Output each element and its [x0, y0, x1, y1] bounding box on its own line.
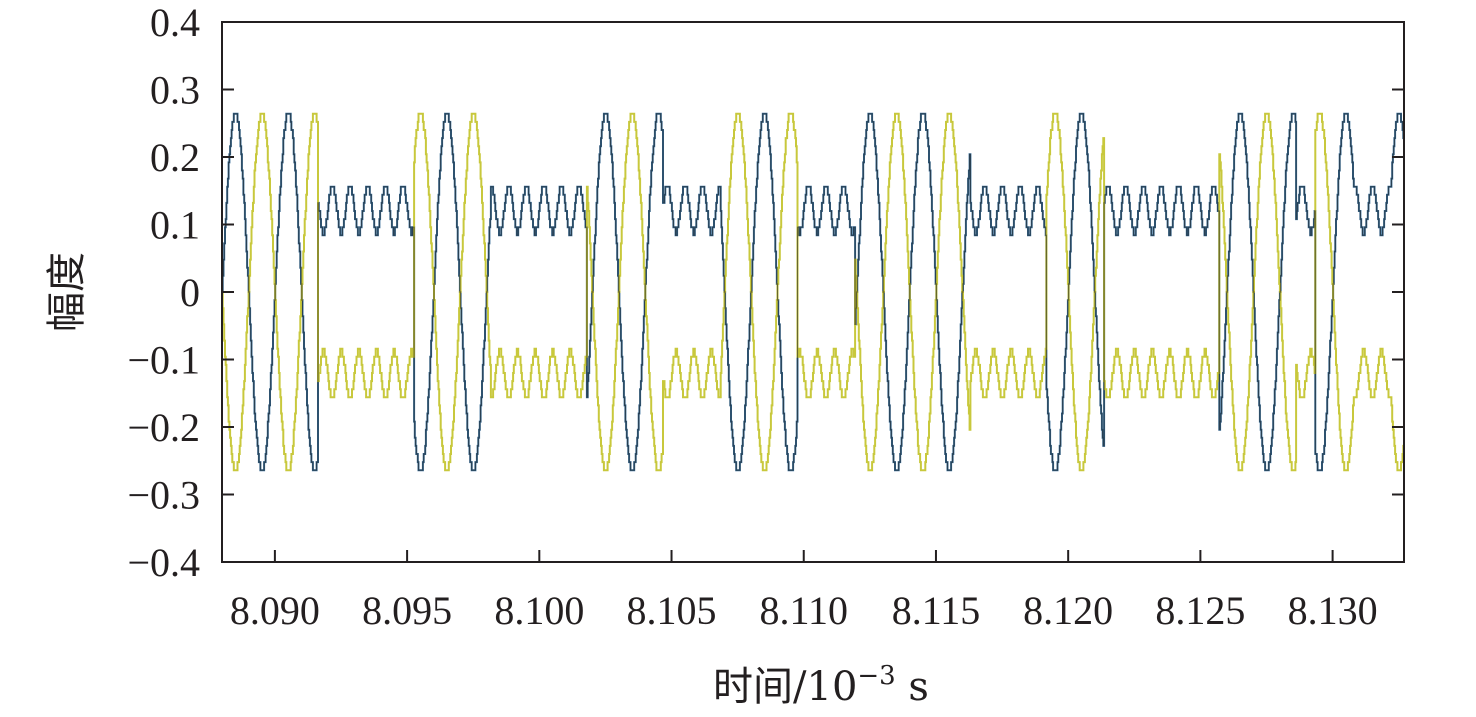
series-layer: [221, 112, 1405, 472]
x-tick-label: 8.120: [1023, 588, 1113, 633]
y-axis-tick-labels: 0.4 0.3 0.2 0.1 0 −0.1 −0.2 −0.3 −0.4: [127, 0, 200, 585]
y-tick-label: −0.4: [127, 540, 200, 585]
y-tick-label: −0.1: [127, 338, 200, 383]
x-tick-label: 8.110: [759, 588, 848, 633]
y-axis-ticks: [222, 21, 1404, 563]
series-line-2: [221, 112, 1405, 472]
x-tick-label: 8.095: [362, 588, 452, 633]
y-tick-label: 0.2: [150, 135, 200, 180]
x-tick-label: 8.130: [1288, 588, 1378, 633]
y-tick-label: 0.3: [150, 68, 200, 113]
y-tick-label: 0.4: [150, 0, 200, 45]
series-line-3: [222, 113, 1405, 471]
y-tick-label: −0.2: [127, 405, 200, 450]
x-tick-label: 8.125: [1155, 588, 1245, 633]
y-tick-label: 0.1: [150, 203, 200, 248]
x-axis-title: 时间/10−3 s: [713, 661, 929, 710]
x-tick-label: 8.100: [494, 588, 584, 633]
y-axis-title: 幅度: [44, 252, 90, 332]
x-tick-label: 8.105: [627, 588, 717, 633]
x-axis-tick-labels: 8.090 8.095 8.100 8.105 8.110 8.115 8.120 8.125…: [230, 588, 1378, 633]
y-tick-label: 0: [180, 270, 200, 315]
x-axis-ticks: [273, 550, 1334, 562]
x-tick-label: 8.090: [230, 588, 320, 633]
y-tick-label: −0.3: [127, 473, 200, 518]
x-tick-label: 8.115: [892, 588, 981, 633]
